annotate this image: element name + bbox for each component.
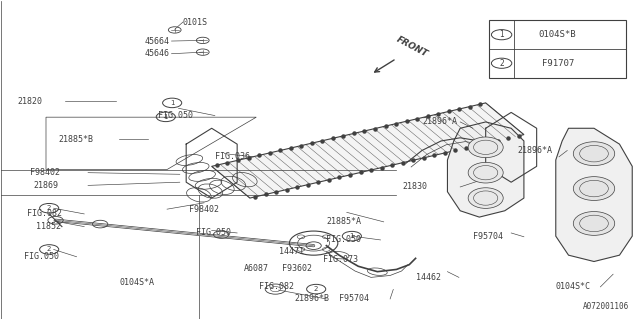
Text: FRONT: FRONT [395,35,429,59]
Text: 11852: 11852 [36,222,61,231]
Polygon shape [212,103,524,198]
Text: A6087: A6087 [244,264,269,273]
Text: FIG.036: FIG.036 [215,152,250,161]
Text: F95704: F95704 [339,294,369,303]
Text: 2: 2 [314,286,318,292]
Text: FIG.073: FIG.073 [323,255,358,264]
Text: 0101S: 0101S [183,18,208,27]
Text: 21896*A: 21896*A [518,146,552,155]
Polygon shape [447,122,524,217]
Text: F98402: F98402 [30,168,60,177]
Text: 21885*A: 21885*A [326,217,362,226]
Text: F93602: F93602 [282,264,312,273]
Text: 1: 1 [170,100,175,106]
Text: 14462: 14462 [415,273,440,282]
Text: 21885*B: 21885*B [59,135,93,144]
Text: 2: 2 [47,246,51,252]
Text: 21820: 21820 [17,97,42,106]
Text: 1: 1 [164,114,168,120]
Ellipse shape [573,142,614,165]
Text: 2: 2 [47,205,51,211]
Text: FIG.050: FIG.050 [157,111,193,120]
Polygon shape [556,128,632,261]
Ellipse shape [468,162,503,183]
Text: 45646: 45646 [145,49,170,58]
Text: FIG.050: FIG.050 [196,228,231,237]
Text: 21869: 21869 [33,181,58,190]
Text: 21896*A: 21896*A [422,117,457,126]
Text: FIG.082: FIG.082 [27,209,62,219]
Text: 1: 1 [349,233,354,239]
Text: A072001106: A072001106 [583,302,629,311]
Bar [489,20,626,77]
Text: FIG.082: FIG.082 [259,282,294,292]
Text: F91707: F91707 [541,59,574,68]
Ellipse shape [468,188,503,208]
Text: 14471: 14471 [278,247,303,257]
Text: 0104S*B: 0104S*B [539,30,577,39]
Text: FIG.050: FIG.050 [326,236,362,244]
Text: 2: 2 [499,59,504,68]
Text: 0104S*C: 0104S*C [556,282,591,292]
Text: 21896*B: 21896*B [294,294,330,303]
Text: 1: 1 [499,30,504,39]
Ellipse shape [573,212,614,235]
Ellipse shape [573,177,614,200]
Text: F95704: F95704 [473,232,503,241]
Text: 21830: 21830 [403,182,428,191]
Ellipse shape [468,137,503,158]
Text: 45664: 45664 [145,36,170,45]
Text: 0104S*A: 0104S*A [119,278,154,287]
Text: F98402: F98402 [189,205,220,214]
Text: FIG.050: FIG.050 [24,252,59,261]
